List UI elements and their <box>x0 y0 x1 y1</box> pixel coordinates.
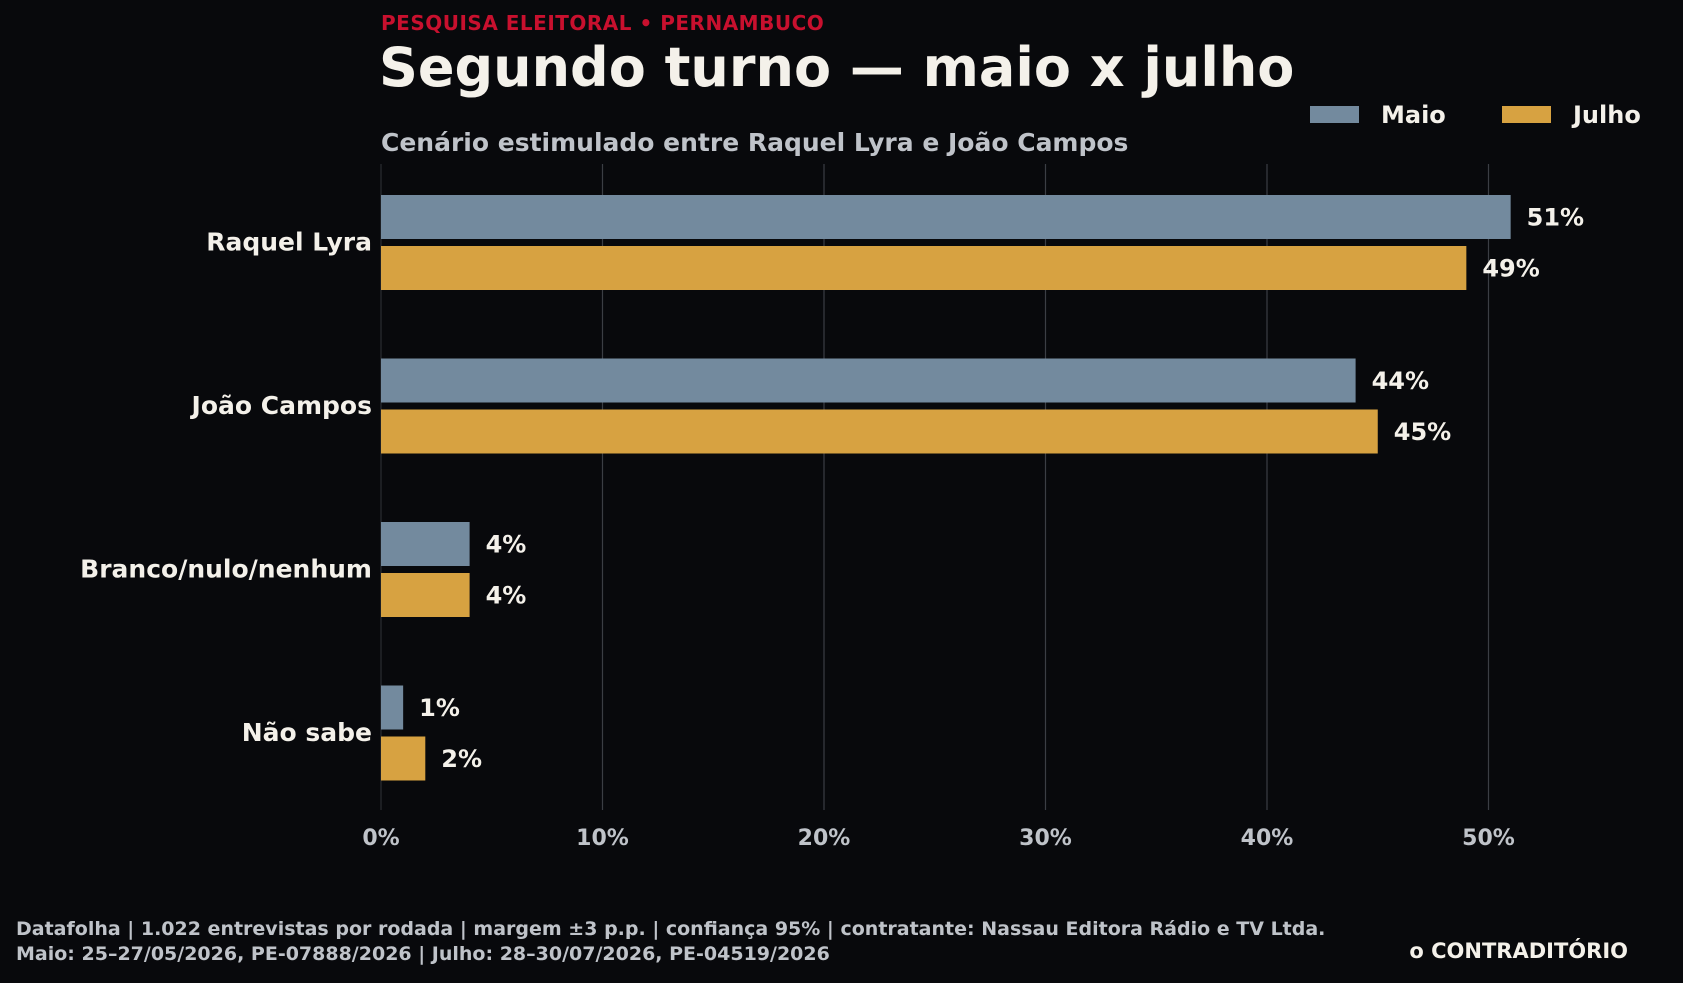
category-label: Não sabe <box>242 718 372 747</box>
bar-maio <box>381 685 404 730</box>
x-tick-label: 0% <box>362 826 399 851</box>
bar-julho <box>381 409 1378 454</box>
x-tick-label: 20% <box>798 826 851 851</box>
chart-kicker: PESQUISA ELEITORAL • PERNAMBUCO <box>381 11 825 35</box>
x-tick-label: 50% <box>1462 826 1515 851</box>
bar-julho <box>381 573 470 617</box>
data-label: 49% <box>1482 255 1539 283</box>
data-label: 51% <box>1527 204 1584 232</box>
category-label: Raquel Lyra <box>206 228 372 257</box>
legend-label-maio: Maio <box>1381 101 1446 129</box>
legend-swatch-julho <box>1502 106 1551 123</box>
footer-dates-line: Maio: 25–27/05/2026, PE-07888/2026 | Jul… <box>16 943 830 965</box>
chart-title: Segundo turno — maio x julho <box>379 36 1295 99</box>
category-label: João Campos <box>190 391 372 420</box>
x-tick-label: 30% <box>1019 826 1072 851</box>
data-label: 4% <box>486 531 527 559</box>
brand-logo: o CONTRADITÓRIO <box>1409 939 1628 963</box>
footer-source-line: Datafolha | 1.022 entrevistas por rodada… <box>16 918 1326 940</box>
bar-maio <box>381 522 470 566</box>
category-label: Branco/nulo/nenhum <box>80 555 372 584</box>
chart-subtitle: Cenário estimulado entre Raquel Lyra e J… <box>381 128 1129 157</box>
x-tick-label: 10% <box>576 826 629 851</box>
bar-maio <box>381 358 1356 403</box>
data-label: 1% <box>419 694 460 722</box>
legend-swatch-maio <box>1310 106 1359 123</box>
data-label: 45% <box>1394 418 1451 446</box>
x-tick-label: 40% <box>1241 826 1294 851</box>
legend-label-julho: Julho <box>1573 101 1641 129</box>
data-label: 44% <box>1372 367 1429 395</box>
data-label: 4% <box>486 582 527 610</box>
bar-julho <box>381 246 1467 290</box>
bar-julho <box>381 736 426 781</box>
data-label: 2% <box>441 745 482 773</box>
chart-footer: Datafolha | 1.022 entrevistas por rodada… <box>16 917 1325 967</box>
bar-maio <box>381 195 1511 239</box>
